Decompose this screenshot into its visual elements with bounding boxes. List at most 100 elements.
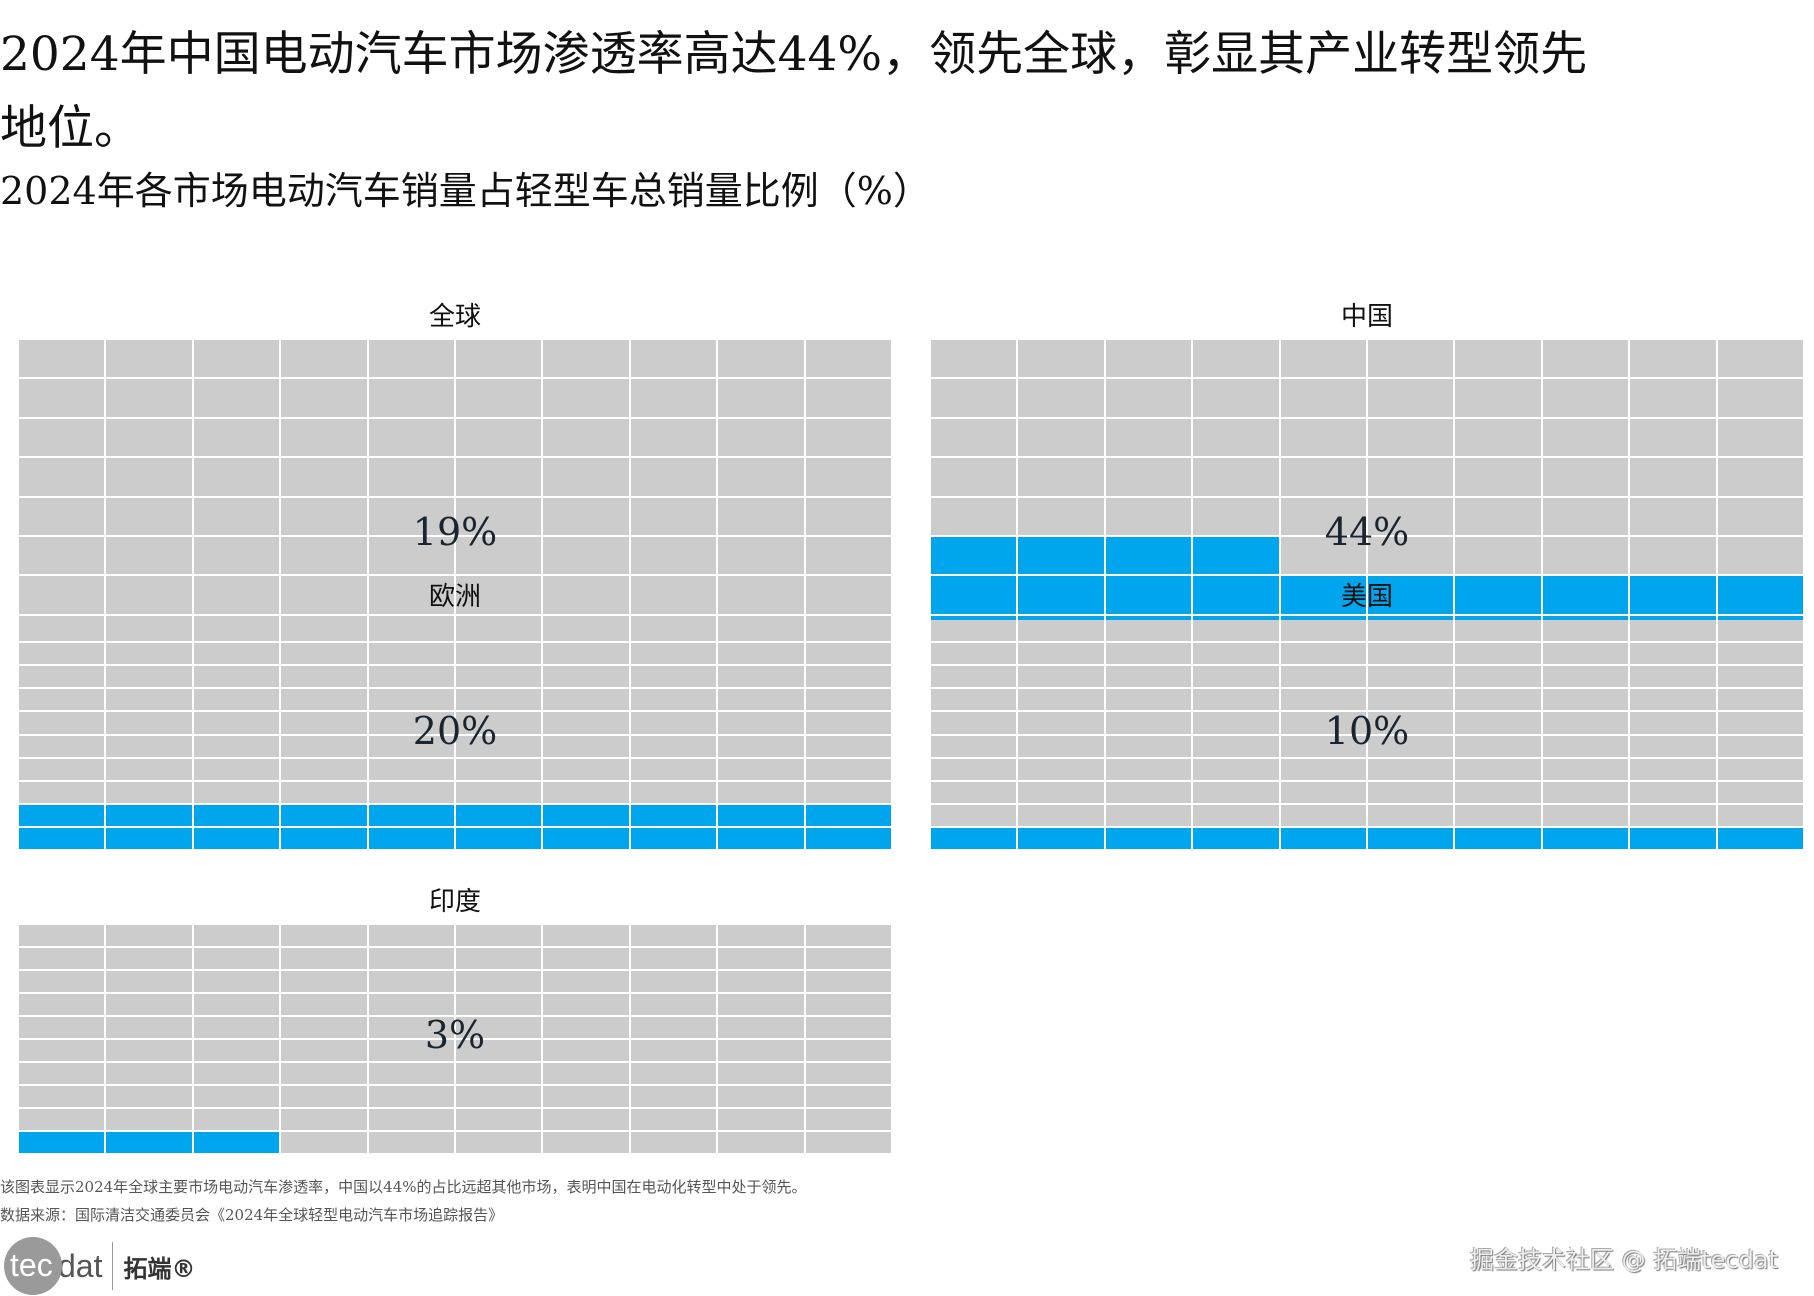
waffle-cell-empty bbox=[718, 643, 804, 665]
waffle-cell-empty bbox=[193, 758, 280, 780]
waffle-cell-empty bbox=[718, 340, 804, 378]
waffle-cell-empty bbox=[193, 1040, 280, 1061]
waffle-cell-empty bbox=[281, 620, 367, 642]
waffle-cell-empty bbox=[281, 576, 367, 614]
waffle-cell-empty bbox=[106, 689, 192, 711]
waffle-cell-empty bbox=[630, 620, 717, 642]
waffle-cell-empty bbox=[1193, 379, 1279, 417]
waffle-cell-empty bbox=[1018, 804, 1104, 826]
waffle-cell-empty bbox=[281, 712, 367, 734]
waffle-cell-empty bbox=[630, 576, 717, 614]
waffle-cell-empty bbox=[368, 758, 454, 780]
waffle-cell-empty bbox=[1455, 712, 1541, 734]
waffle-cell-empty bbox=[1455, 458, 1541, 496]
waffle-cell-empty bbox=[1455, 758, 1541, 780]
waffle-cell-empty bbox=[193, 458, 280, 496]
waffle-cell-filled bbox=[931, 576, 1017, 614]
waffle-cell-empty bbox=[931, 781, 1017, 803]
waffle-cell-empty bbox=[19, 781, 105, 803]
waffle-cell-empty bbox=[106, 781, 192, 803]
waffle-cell-empty bbox=[718, 925, 804, 946]
waffle-cell-filled bbox=[1018, 537, 1104, 575]
waffle-cell-empty bbox=[193, 418, 280, 457]
waffle-cell-filled bbox=[543, 827, 629, 849]
waffle-cell-empty bbox=[19, 620, 105, 642]
waffle-cell-empty bbox=[1542, 712, 1629, 734]
waffle-cell-empty bbox=[19, 537, 105, 575]
footnote: 该图表显示2024年全球主要市场电动汽车渗透率，中国以44%的占比远超其他市场，… bbox=[0, 1178, 807, 1196]
waffle-cell-empty bbox=[19, 994, 105, 1015]
waffle-cell-empty bbox=[106, 340, 192, 378]
waffle-cell-empty bbox=[19, 689, 105, 711]
waffle-cell-filled bbox=[368, 804, 454, 826]
waffle-cell-empty bbox=[193, 340, 280, 378]
waffle-cell-empty bbox=[931, 735, 1017, 757]
waffle-cell-empty bbox=[368, 643, 454, 665]
waffle-cell-empty bbox=[19, 971, 105, 992]
waffle-cell-empty bbox=[368, 1109, 454, 1130]
waffle-cell-empty bbox=[106, 418, 192, 457]
waffle-cell-empty bbox=[368, 1086, 454, 1107]
waffle-cell-empty bbox=[718, 418, 804, 457]
waffle-cell-empty bbox=[456, 643, 542, 665]
waffle-cell-empty bbox=[456, 576, 542, 614]
source-note: 数据来源：国际清洁交通委员会《2024年全球轻型电动汽车市场追踪报告》 bbox=[0, 1206, 504, 1224]
waffle-cell-filled bbox=[1455, 827, 1541, 849]
waffle-cell-empty bbox=[805, 537, 891, 575]
waffle-cell-empty bbox=[1717, 340, 1803, 378]
waffle-cell-empty bbox=[1018, 497, 1104, 535]
waffle-cell-empty bbox=[368, 418, 454, 457]
waffle-cell-empty bbox=[281, 418, 367, 457]
waffle-cell-empty bbox=[805, 497, 891, 535]
waffle-cell-empty bbox=[456, 758, 542, 780]
waffle-cell-empty bbox=[1280, 804, 1366, 826]
waffle-cell-empty bbox=[1018, 735, 1104, 757]
waffle-cell-empty bbox=[106, 948, 192, 969]
waffle-cell-filled bbox=[630, 804, 717, 826]
waffle-cell-empty bbox=[630, 758, 717, 780]
waffle-cell-empty bbox=[630, 971, 717, 992]
waffle-cell-filled bbox=[193, 1132, 280, 1153]
waffle-cell-empty bbox=[630, 497, 717, 535]
waffle-cell-empty bbox=[1455, 620, 1541, 642]
waffle-cell-empty bbox=[19, 576, 105, 614]
waffle-cell-empty bbox=[281, 340, 367, 378]
waffle-cell-empty bbox=[1105, 758, 1192, 780]
waffle-cell-empty bbox=[630, 1040, 717, 1061]
waffle-cell-empty bbox=[1717, 418, 1803, 457]
waffle-cell-empty bbox=[1455, 643, 1541, 665]
waffle-cell-empty bbox=[193, 1109, 280, 1130]
waffle-cell-empty bbox=[543, 379, 629, 417]
waffle-cell-empty bbox=[281, 758, 367, 780]
waffle-cell-filled bbox=[630, 827, 717, 849]
waffle-cell-empty bbox=[1280, 497, 1366, 535]
waffle-cell-empty bbox=[1542, 497, 1629, 535]
waffle-cell-empty bbox=[718, 620, 804, 642]
waffle-cell-empty bbox=[106, 1017, 192, 1038]
waffle-cell-empty bbox=[1018, 620, 1104, 642]
waffle-cell-empty bbox=[106, 1109, 192, 1130]
waffle-cell-empty bbox=[19, 643, 105, 665]
waffle-cell-empty bbox=[805, 925, 891, 946]
waffle-cell-empty bbox=[19, 1040, 105, 1061]
waffle-cell-empty bbox=[543, 925, 629, 946]
waffle-cell-empty bbox=[1193, 666, 1279, 688]
waffle-cell-empty bbox=[931, 643, 1017, 665]
waffle-cell-empty bbox=[193, 735, 280, 757]
waffle-cell-empty bbox=[1542, 804, 1629, 826]
waffle-cell-empty bbox=[1542, 340, 1629, 378]
waffle-cell-empty bbox=[1105, 418, 1192, 457]
waffle-cell-empty bbox=[1018, 758, 1104, 780]
panel-title: 全球 bbox=[428, 302, 481, 332]
waffle-cell-empty bbox=[931, 758, 1017, 780]
waffle-cell-empty bbox=[193, 971, 280, 992]
waffle-cell-empty bbox=[456, 620, 542, 642]
waffle-cell-filled bbox=[281, 827, 367, 849]
panel-title: 中国 bbox=[1340, 302, 1393, 332]
waffle-cell-empty bbox=[630, 735, 717, 757]
waffle-cell-empty bbox=[805, 781, 891, 803]
waffle-cell-empty bbox=[1193, 643, 1279, 665]
waffle-cell-empty bbox=[1455, 735, 1541, 757]
waffle-cell-empty bbox=[106, 643, 192, 665]
waffle-cell-empty bbox=[1542, 781, 1629, 803]
